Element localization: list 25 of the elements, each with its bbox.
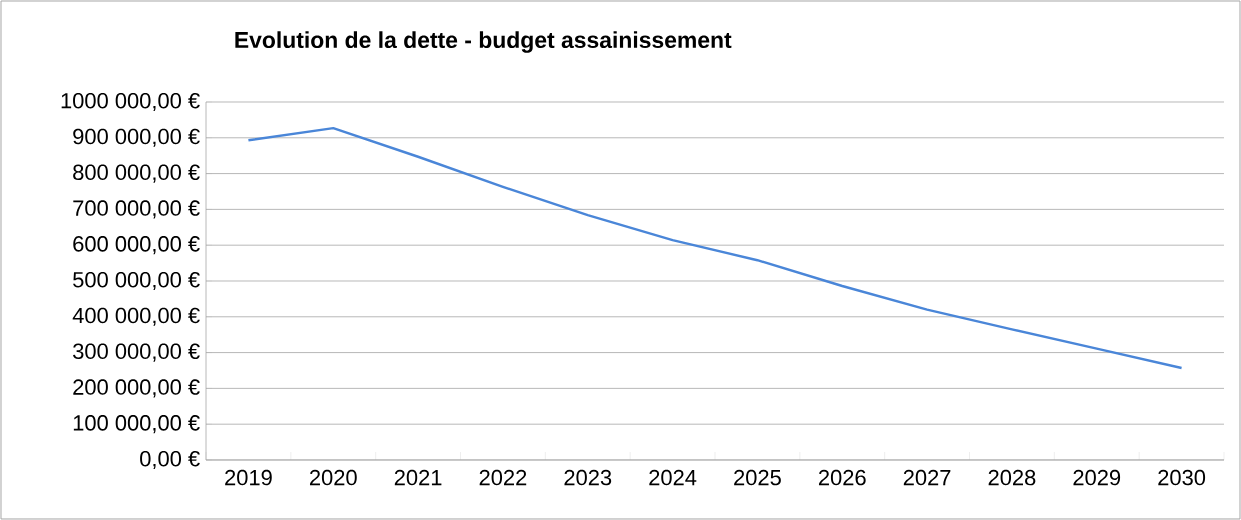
x-tick-label: 2030 [1158, 469, 1206, 486]
y-tick-label: 700 000,00 € [73, 200, 200, 219]
x-tick-label: 2021 [394, 469, 442, 486]
x-tick-label: 2025 [734, 469, 781, 486]
y-tick-label: 800 000,00 € [73, 164, 200, 183]
x-tick-label: 2028 [988, 469, 1036, 486]
x-tick-label: 2023 [564, 469, 612, 486]
y-tick-label: 600 000,00 € [73, 236, 200, 255]
y-tick-label: 400 000,00 € [72, 307, 200, 326]
x-tick-label: 2019 [225, 469, 272, 486]
x-tick-label: 2020 [309, 469, 357, 486]
y-tick-label: 100 000,00 € [73, 415, 200, 434]
y-tick-label: 1000 000,00 € [61, 92, 200, 112]
chart-title: Evolution de la dette - budget assainissement [235, 31, 732, 53]
x-tick-label: 2026 [818, 469, 866, 486]
x-tick-label: 2024 [649, 469, 697, 486]
y-tick-label: 300 000,00 € [73, 343, 200, 362]
y-tick-label: 500 000,00 € [73, 271, 200, 291]
x-tick-label: 2027 [903, 469, 951, 486]
y-tick-label: 900 000,00 € [73, 128, 200, 147]
y-tick-label: 0,00 € [140, 450, 200, 470]
x-tick-label: 2022 [479, 469, 527, 486]
line-series [247, 126, 1183, 370]
y-tick-label: 200 000,00 € [73, 379, 200, 398]
x-tick-label: 2029 [1073, 469, 1121, 486]
